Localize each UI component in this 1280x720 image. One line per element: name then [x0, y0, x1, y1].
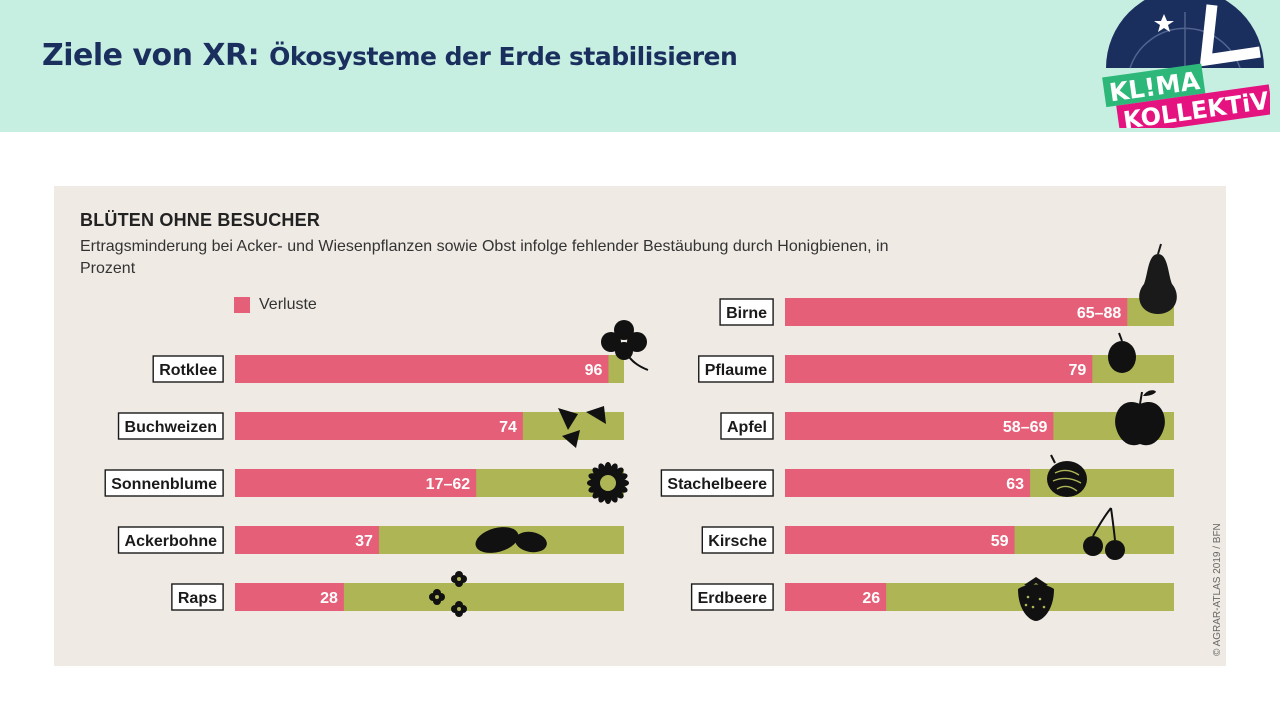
bar-birne: [785, 298, 1128, 326]
category-label-pflaume: Pflaume: [705, 362, 767, 379]
bar-row-apfel: 58–69 Apfel: [720, 390, 1174, 446]
legend-label-verluste: Verluste: [259, 296, 317, 313]
bar-pflaume: [785, 355, 1093, 383]
bar-buchweizen: [235, 412, 523, 440]
legend: Verluste: [234, 296, 317, 314]
strawberry-icon: [1018, 577, 1054, 621]
category-label-raps: Raps: [178, 590, 217, 607]
category-label-birne: Birne: [726, 305, 767, 322]
category-box-rotklee: [152, 355, 224, 383]
slide-title-main: Ziele von XR:: [42, 38, 260, 73]
legend-swatch-verluste: [234, 297, 250, 313]
category-label-ackerbohne: Ackerbohne: [125, 533, 218, 550]
category-box-erdbeere: [690, 583, 774, 611]
category-label-apfel: Apfel: [727, 419, 767, 436]
bar-row-birne: 65–88 Birne: [719, 243, 1177, 326]
category-box-sonnenblume: [104, 469, 224, 497]
bar-row-ackerbohne: 37 Ackerbohne: [117, 526, 624, 554]
category-box-raps: [171, 583, 224, 611]
category-label-erdbeere: Erdbeere: [698, 590, 767, 607]
category-box-stachelbeere: [660, 469, 774, 497]
category-label-stachelbeere: Stachelbeere: [667, 476, 767, 493]
value-label-erdbeere: 26: [862, 590, 880, 607]
slide-title-rest: Ökosysteme der Erde stabilisieren: [269, 42, 738, 71]
chart-svg: 96 Rotklee 74 Buchweizen 17–62 Sonnenblume 37 A…: [104, 243, 1177, 621]
value-label-apfel: 58–69: [1003, 419, 1048, 436]
bar-ackerbohne: [235, 526, 379, 554]
bean-icon: [475, 527, 547, 553]
category-label-rotklee: Rotklee: [159, 362, 217, 379]
value-label-birne: 65–88: [1077, 305, 1122, 322]
value-label-rotklee: 96: [585, 362, 603, 379]
sunflower-icon: [587, 462, 629, 504]
value-label-pflaume: 79: [1069, 362, 1087, 379]
bar-row-rotklee: 96 Rotklee: [152, 320, 649, 383]
apple-icon: [1115, 390, 1165, 446]
category-label-buchweizen: Buchweizen: [125, 419, 217, 436]
bar-row-erdbeere: 26 Erdbeere: [690, 577, 1174, 621]
cherry-icon: [1083, 507, 1125, 560]
category-box-buchweizen: [117, 412, 224, 440]
klima-kollektiv-logo: KL!MA KOLLEKTiV: [1102, 0, 1270, 128]
bar-erdbeere: [785, 583, 887, 611]
slide-title: Ziele von XR: Ökosysteme der Erde stabil…: [42, 38, 738, 73]
category-box-kirsche: [701, 526, 774, 554]
pear-icon: [1139, 243, 1177, 314]
bar-row-buchweizen: 74 Buchweizen: [117, 406, 624, 448]
credit-note: © AGRAR-ATLAS 2019 / BFN: [1212, 523, 1223, 656]
value-label-buchweizen: 74: [499, 419, 517, 436]
buckwheat-icon: [558, 406, 606, 448]
header-band: [0, 0, 1280, 132]
category-box-birne: [719, 298, 774, 326]
bar-row-kirsche: 59 Kirsche: [701, 507, 1174, 560]
chart-panel: BLÜTEN OHNE BESUCHER Ertragsminderung be…: [54, 186, 1226, 666]
category-box-ackerbohne: [117, 526, 224, 554]
category-label-sonnenblume: Sonnenblume: [111, 476, 217, 493]
gooseberry-icon: [1047, 454, 1087, 497]
bar-row-sonnenblume: 17–62 Sonnenblume: [104, 462, 629, 504]
chart-title: BLÜTEN OHNE BESUCHER: [80, 210, 321, 230]
bar-kirsche: [785, 526, 1015, 554]
chart-subtitle: Ertragsminderung bei Acker- und Wiesenpf…: [80, 238, 889, 277]
clover-icon: [601, 320, 649, 371]
category-box-apfel: [720, 412, 774, 440]
rapeseed-flower-icon: [429, 571, 467, 617]
category-label-kirsche: Kirsche: [708, 533, 767, 550]
value-label-kirsche: 59: [991, 533, 1009, 550]
bar-row-stachelbeere: 63 Stachelbeere: [660, 454, 1174, 497]
bar-row-pflaume: 79 Pflaume: [698, 332, 1174, 383]
bar-sonnenblume: [235, 469, 477, 497]
value-label-stachelbeere: 63: [1006, 476, 1024, 493]
bar-rotklee: [235, 355, 609, 383]
bar-apfel: [785, 412, 1054, 440]
bar-raps: [235, 583, 344, 611]
category-box-pflaume: [698, 355, 774, 383]
value-label-ackerbohne: 37: [355, 533, 373, 550]
plum-icon: [1108, 332, 1136, 373]
value-label-sonnenblume: 17–62: [426, 476, 471, 493]
value-label-raps: 28: [320, 590, 338, 607]
bar-stachelbeere: [785, 469, 1031, 497]
bar-row-raps: 28 Raps: [171, 571, 624, 617]
